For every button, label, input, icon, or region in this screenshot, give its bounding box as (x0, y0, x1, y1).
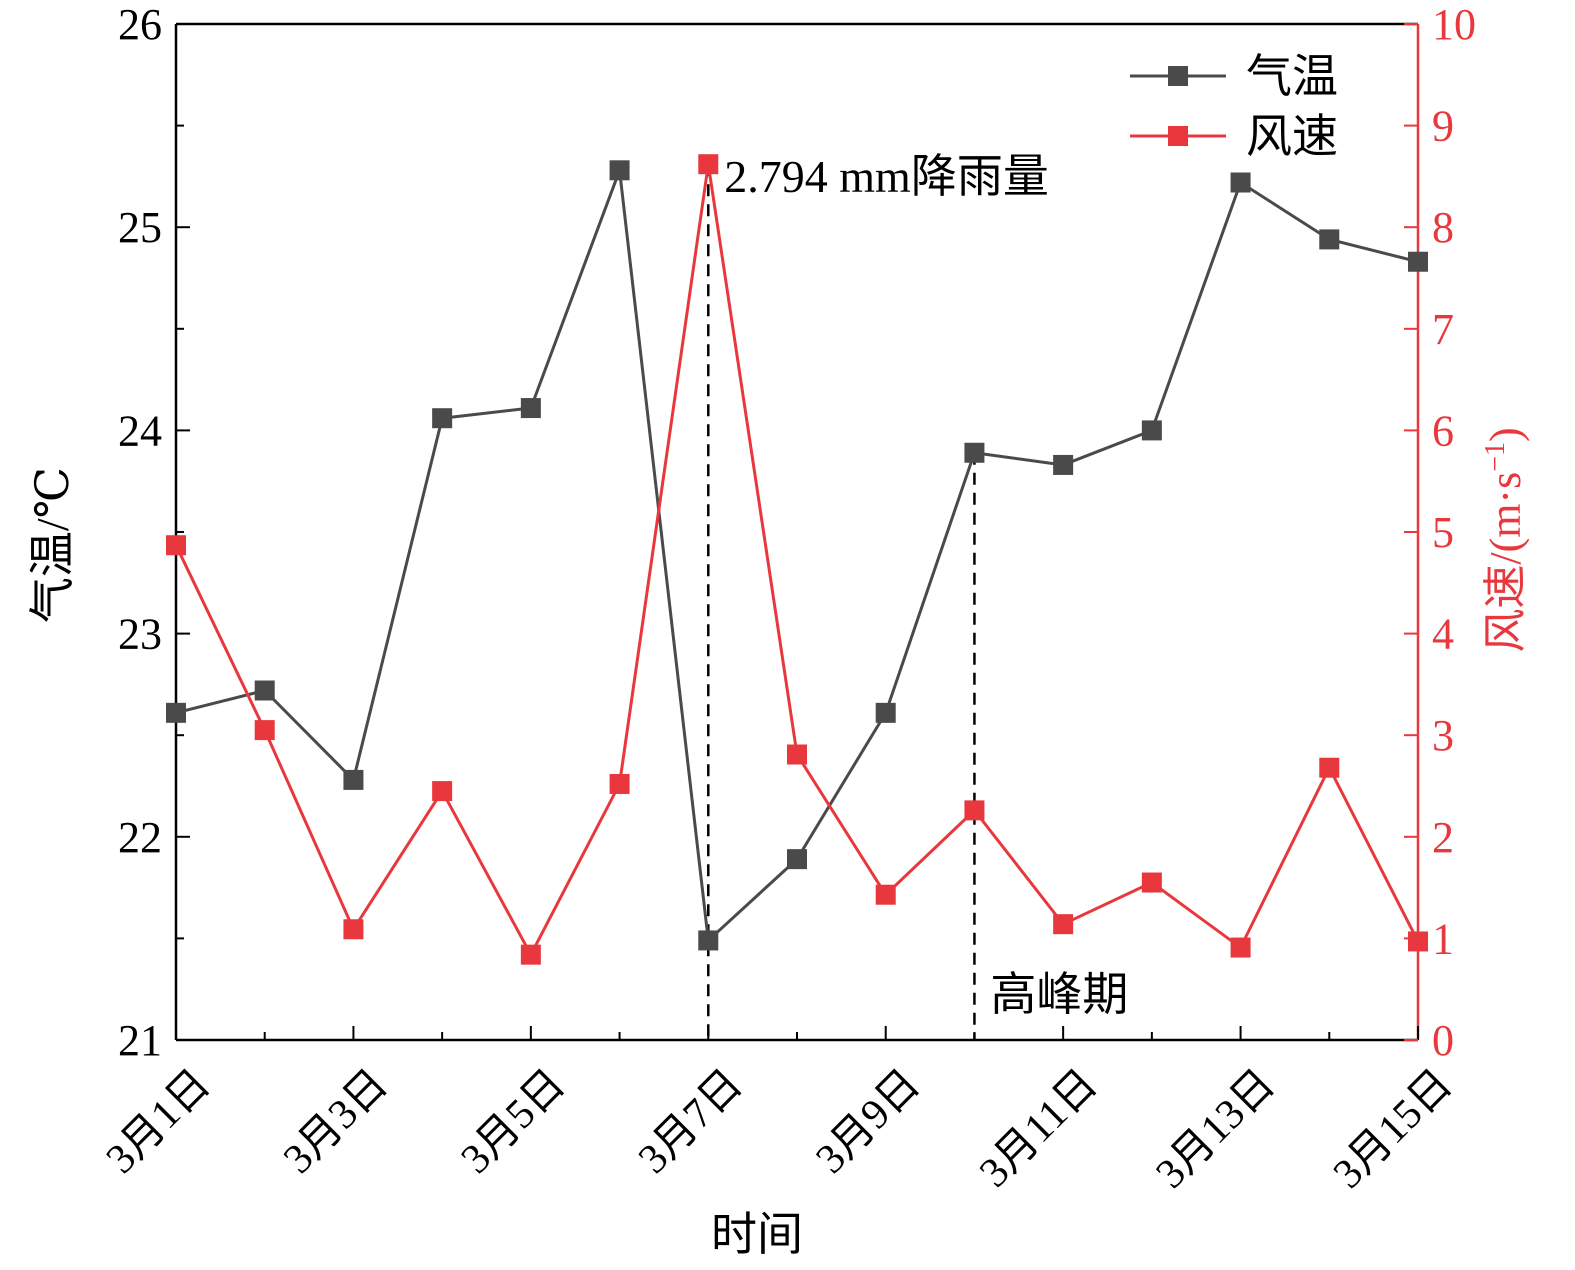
y-right-tick-label: 5 (1432, 508, 1454, 557)
data-point-temperature (964, 442, 985, 463)
data-point-temperature (1230, 172, 1251, 193)
data-point-wind (343, 919, 364, 940)
data-point-wind (1230, 937, 1251, 958)
data-point-wind (254, 720, 275, 741)
x-tick-label: 3月7日 (630, 1061, 752, 1183)
y-right-tick-label: 3 (1432, 711, 1454, 760)
legend-marker-temperature (1168, 66, 1188, 86)
data-point-temperature (1141, 420, 1162, 441)
y-right-tick-label: 9 (1432, 102, 1454, 151)
y-left-axis-title: 气温/℃ (27, 467, 78, 623)
y-right-axis-title-main: 风速/(m·s (1481, 472, 1530, 653)
annotation-lines (707, 164, 976, 1040)
y-right-tick-label: 6 (1432, 406, 1454, 455)
legend-marker-wind (1168, 126, 1188, 146)
x-tick-label: 3月5日 (453, 1061, 575, 1183)
data-point-wind (1408, 931, 1428, 952)
series-line-wind (174, 163, 1420, 958)
x-tick-label: 3月15日 (1325, 1061, 1461, 1197)
x-axis-title: 时间 (711, 1209, 803, 1260)
legend-label-wind: 风速 (1246, 111, 1338, 162)
data-point-temperature (609, 160, 630, 181)
y-right-tick-label: 10 (1432, 0, 1476, 49)
x-axis: 3月1日 3月3日 3月5日 3月7日 3月9日 3月11日 3月13日 3月15日 (98, 1026, 1461, 1197)
y-right-axis: 0 1 2 3 4 5 6 7 8 9 10 (1404, 0, 1476, 1065)
y-left-tick-label: 26 (118, 0, 162, 49)
data-point-temperature (1319, 229, 1340, 250)
x-tick-label: 3月1日 (98, 1061, 220, 1183)
x-tick-label: 3月9日 (808, 1061, 930, 1183)
data-point-wind (609, 773, 630, 794)
data-point-temperature (166, 702, 186, 723)
data-point-wind (1141, 872, 1162, 893)
data-point-wind (787, 744, 807, 765)
x-tick-label: 3月11日 (971, 1061, 1106, 1196)
data-point-temperature (1408, 251, 1428, 272)
legend-label-temperature: 气温 (1246, 51, 1338, 102)
x-tick-label: 3月3日 (275, 1061, 397, 1183)
annotation-rainfall: 2.794 mm降雨量 (724, 151, 1049, 202)
data-point-temperature (875, 702, 896, 723)
y-left-tick-label: 25 (118, 203, 162, 252)
data-point-temperature (432, 408, 453, 429)
data-point-temperature (254, 680, 275, 701)
y-right-axis-title: 风速/(m·s−1) (1480, 427, 1530, 652)
y-right-tick-label: 7 (1432, 305, 1454, 354)
data-point-temperature (520, 398, 541, 419)
y-right-axis-title-close: ) (1481, 427, 1530, 442)
series-line-temperature (175, 169, 1419, 944)
data-point-wind (1319, 757, 1340, 778)
y-left-tick-label: 21 (118, 1016, 162, 1065)
y-right-tick-label: 4 (1432, 610, 1454, 659)
data-point-wind (1053, 914, 1074, 935)
y-right-tick-label: 8 (1432, 203, 1454, 252)
data-point-temperature (1053, 454, 1074, 475)
annotation-peak: 高峰期 (990, 969, 1128, 1020)
y-left-axis: 21 22 23 24 25 26 (118, 0, 190, 1065)
x-tick-label: 3月13日 (1148, 1061, 1284, 1197)
y-right-tick-label: 1 (1432, 914, 1454, 963)
data-point-wind (875, 884, 896, 905)
y-right-axis-title-sup: −1 (1480, 442, 1511, 472)
series-layer (166, 154, 1428, 965)
data-point-wind (698, 154, 719, 175)
data-point-temperature (698, 930, 719, 951)
y-left-tick-label: 23 (118, 610, 162, 659)
data-point-wind (520, 944, 541, 965)
y-right-tick-label: 0 (1432, 1016, 1454, 1065)
data-point-wind (166, 535, 186, 556)
y-left-tick-label: 24 (118, 406, 162, 455)
data-point-wind (964, 800, 985, 821)
data-point-wind (432, 781, 453, 802)
data-point-temperature (787, 849, 807, 870)
data-point-temperature (343, 769, 364, 790)
y-right-tick-label: 2 (1432, 813, 1454, 862)
y-left-tick-label: 22 (118, 813, 162, 862)
